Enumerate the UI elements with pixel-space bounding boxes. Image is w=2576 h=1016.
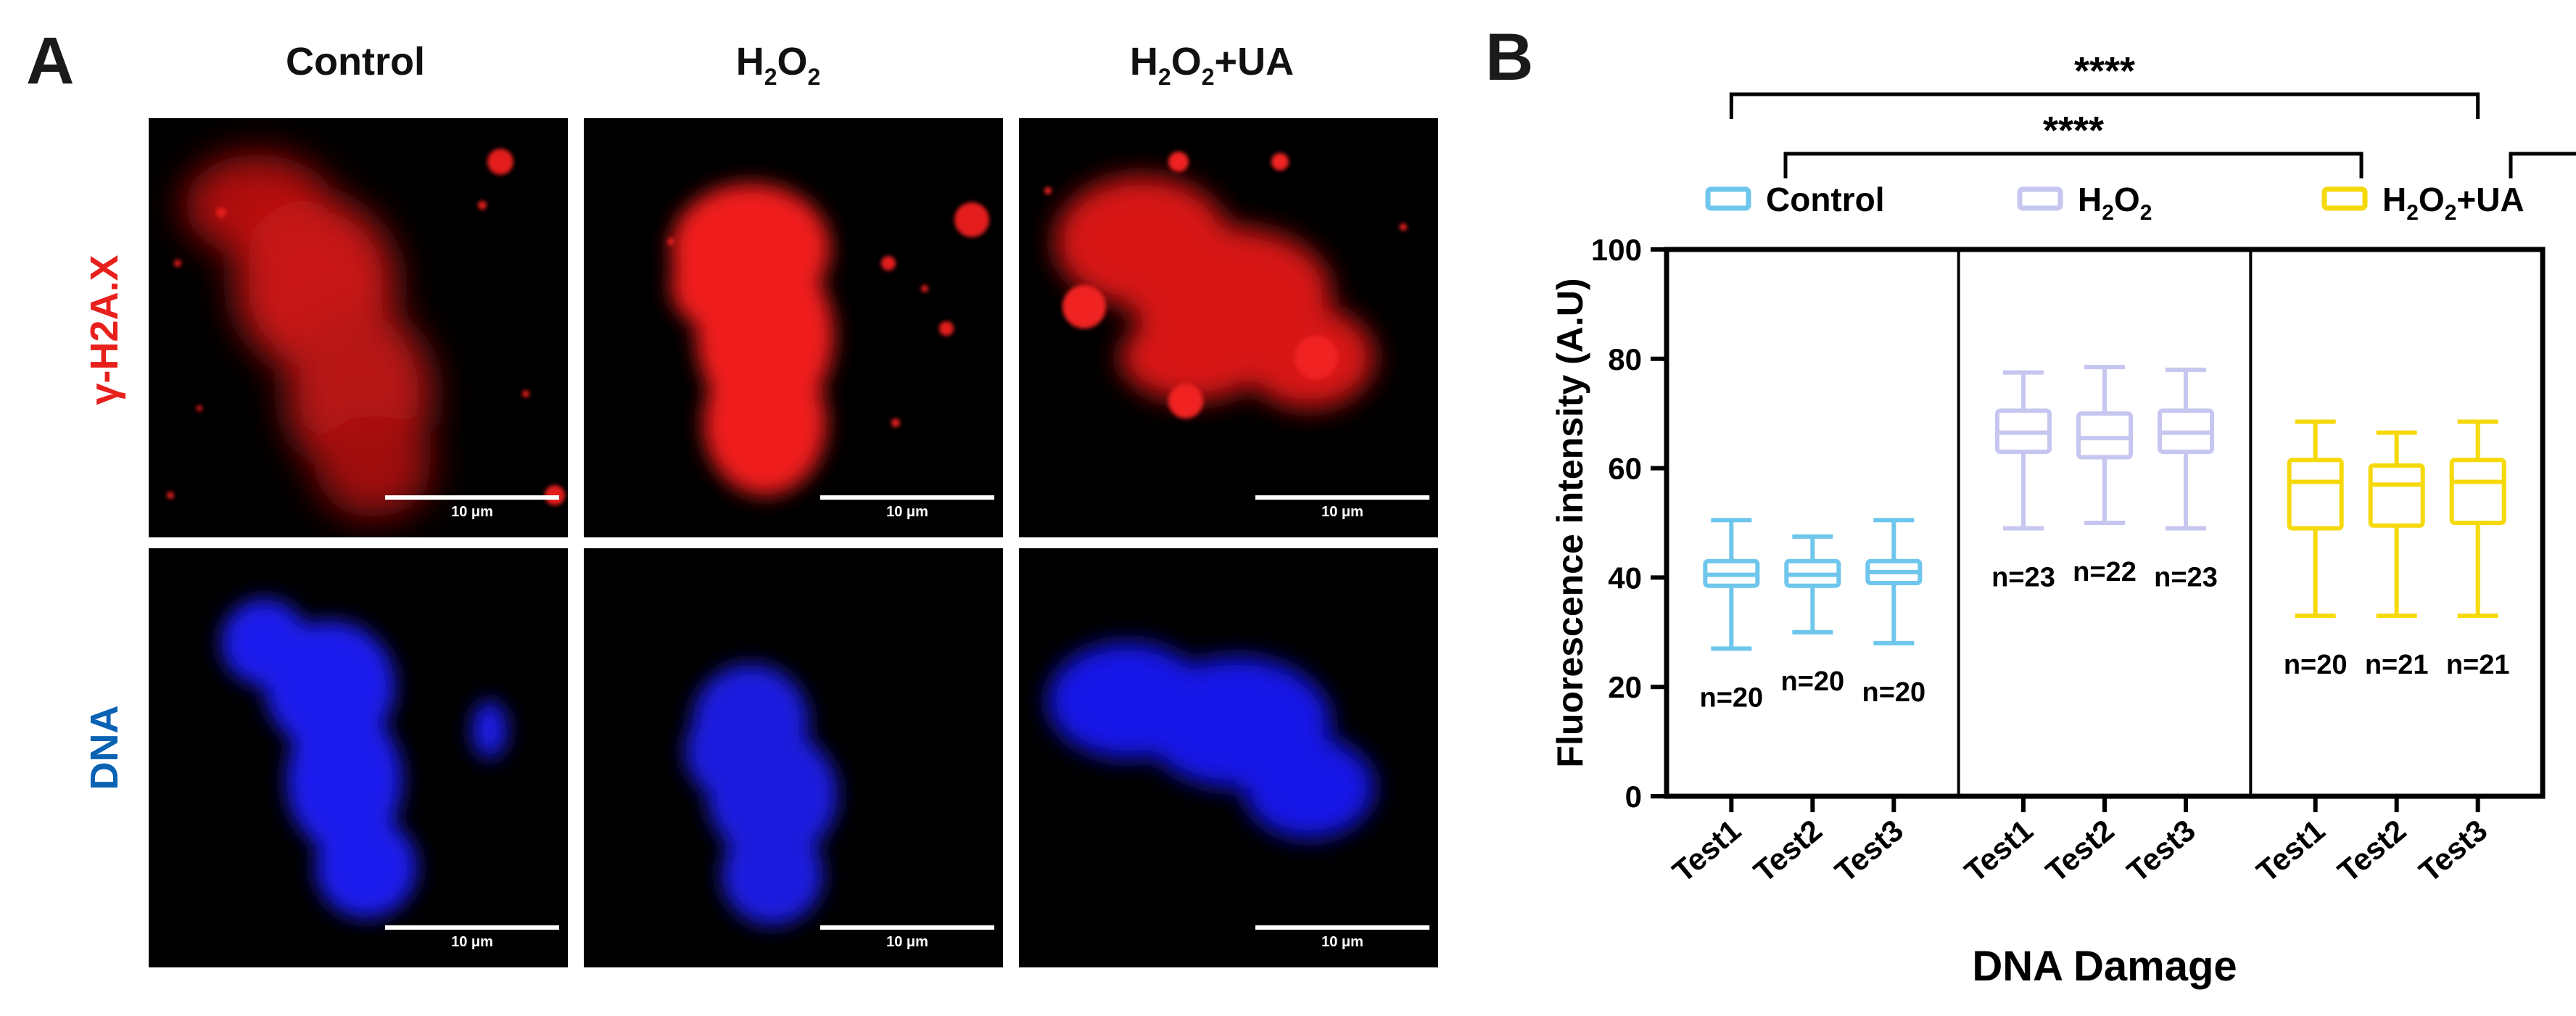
x-tick-label: Test3 <box>2121 813 2202 889</box>
n-label: n=22 <box>2073 557 2137 587</box>
legend-swatch <box>2321 186 2368 211</box>
significance-bracket <box>1783 152 2364 178</box>
scale-bar <box>385 495 559 500</box>
n-label: n=20 <box>1780 666 1844 697</box>
n-label: n=23 <box>2154 563 2218 593</box>
x-tick-label: Test2 <box>1747 813 1828 889</box>
y-axis-label: Fluorescence intensity (A.U) <box>1550 278 1590 767</box>
scale-label: 10 μm <box>886 504 928 520</box>
x-tick-label: Test3 <box>1828 813 1910 889</box>
n-label: n=20 <box>1862 677 1925 708</box>
column-title-h2o2: H2O2 <box>735 40 821 90</box>
y-tick-label: 0 <box>1625 780 1642 814</box>
micrograph-h2o2-ua-gamma-h2ax: 10 μm <box>1019 118 1438 537</box>
box-body <box>2449 458 2506 525</box>
scale-bar <box>385 925 559 930</box>
micrograph-h2o2-dna: 10 μm <box>584 548 1003 967</box>
scale-bar <box>1255 495 1429 500</box>
y-tick-label: 80 <box>1608 342 1642 376</box>
micrograph-control-gamma-h2ax: 10 μm <box>149 118 568 537</box>
scale-bar <box>1255 925 1429 930</box>
box-body <box>2287 458 2344 531</box>
panel-b-letter: B <box>1485 20 1533 94</box>
x-tick-label: Test1 <box>1666 813 1747 889</box>
y-tick-label: 60 <box>1608 452 1642 486</box>
n-label: n=21 <box>2446 650 2510 680</box>
scale-label: 10 μm <box>886 934 928 950</box>
legend-swatch <box>1705 186 1751 211</box>
n-label: n=20 <box>2284 650 2348 680</box>
legend-entry: H2O2+UA <box>2382 181 2525 225</box>
legend-swatch <box>2017 186 2063 211</box>
scale-bar <box>820 495 994 500</box>
column-title-control: Control <box>286 40 425 83</box>
y-tick-label: 100 <box>1591 233 1642 267</box>
significance-label: **** <box>2074 49 2135 93</box>
x-tick-label: Test1 <box>2250 813 2332 889</box>
significance-bracket <box>2509 152 2576 178</box>
legend-entry: Control <box>1766 181 1885 218</box>
significance-label: **** <box>2043 109 2104 152</box>
micrograph-h2o2-ua-dna: 10 μm <box>1019 548 1438 967</box>
y-tick-label: 40 <box>1608 561 1642 595</box>
scale-label: 10 μm <box>1321 934 1363 950</box>
x-tick-label: Test3 <box>2413 813 2494 889</box>
scale-label: 10 μm <box>1321 504 1363 520</box>
legend-entry: H2O2 <box>2078 181 2152 225</box>
row-label-dna: DNA <box>83 705 126 790</box>
panel-a-letter: A <box>26 24 75 98</box>
box-body <box>2368 463 2425 528</box>
n-label: n=20 <box>1699 682 1763 713</box>
x-tick-label: Test1 <box>1958 813 2039 889</box>
scale-label: 10 μm <box>451 504 493 520</box>
y-tick-label: 20 <box>1608 670 1642 704</box>
n-label: n=21 <box>2365 650 2429 680</box>
box-body <box>2076 411 2133 460</box>
n-label: n=23 <box>1991 563 2055 593</box>
significance-bracket <box>1729 92 2480 119</box>
x-axis-label: DNA Damage <box>1972 943 2237 990</box>
scale-bar <box>820 925 994 930</box>
x-tick-label: Test2 <box>2332 813 2413 889</box>
column-title-h2o2-ua: H2O2+UA <box>1129 40 1295 90</box>
row-label-gamma-h2ax: γ-H2A.X <box>83 255 126 405</box>
scale-label: 10 μm <box>451 934 493 950</box>
micrograph-control-dna: 10 μm <box>149 548 568 967</box>
x-tick-label: Test2 <box>2039 813 2121 889</box>
micrograph-h2o2-gamma-h2ax: 10 μm <box>584 118 1003 537</box>
